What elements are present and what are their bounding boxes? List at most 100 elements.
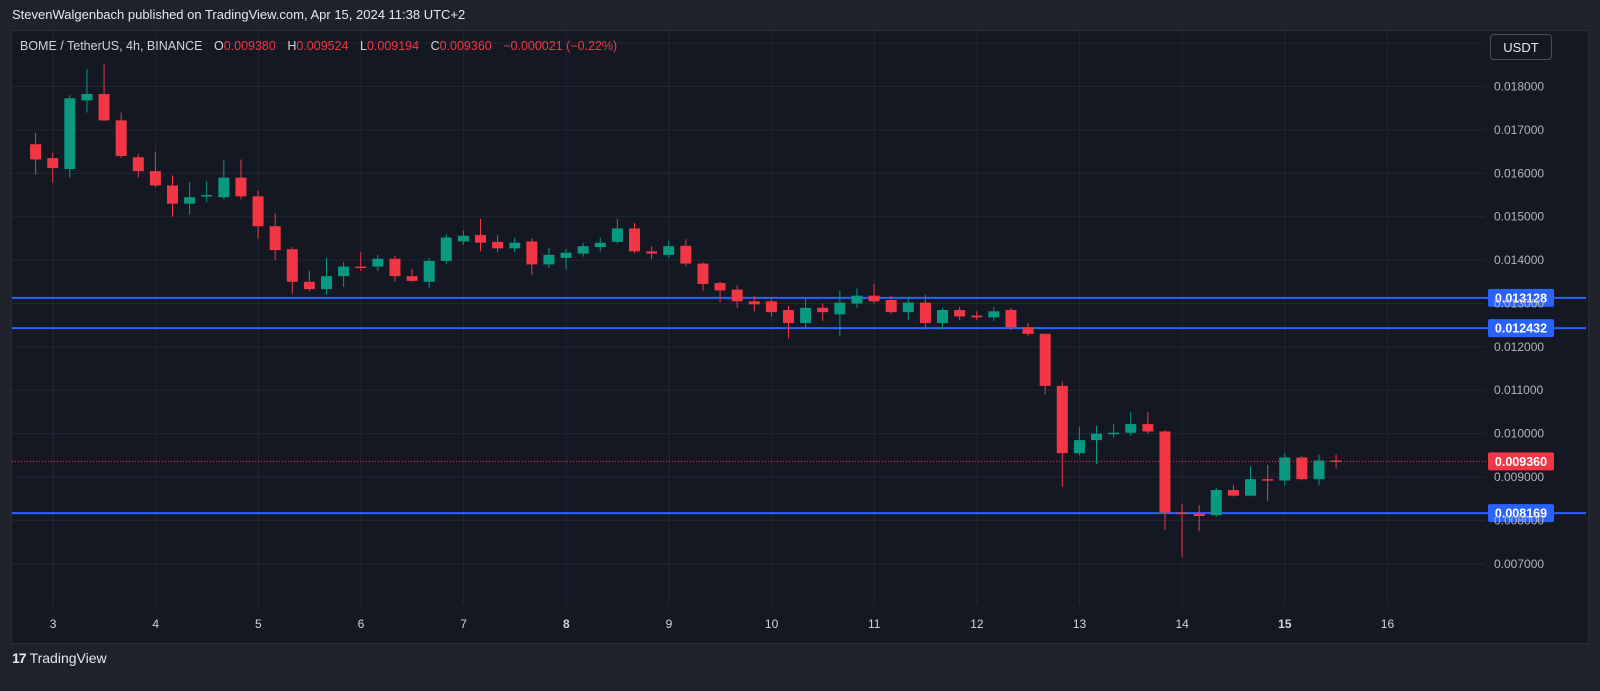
price-tick-label: 0.010000 [1494, 427, 1544, 441]
candle-body [218, 177, 230, 198]
time-tick-label: 16 [1381, 617, 1395, 631]
candle-body [594, 242, 606, 248]
candle-body [1022, 327, 1034, 334]
tradingview-brand: TradingView [29, 650, 107, 666]
high-label: H [287, 39, 297, 53]
candle-body [748, 301, 760, 305]
candle-body [851, 295, 863, 304]
candle-body [611, 228, 623, 242]
current-price-line: 0.009360 [12, 452, 1554, 471]
price-tick-label: 0.016000 [1494, 166, 1544, 180]
candle-body [492, 241, 504, 249]
level-badge [1488, 288, 1554, 307]
candle-body [954, 309, 966, 317]
time-tick-label: 7 [460, 617, 467, 631]
currency-button[interactable]: USDT [1490, 34, 1552, 60]
candle-body [663, 246, 675, 255]
level-badge-label: 0.008169 [1495, 507, 1547, 521]
candle-body [1262, 479, 1274, 481]
candle-body [800, 307, 812, 323]
time-tick-label: 14 [1176, 617, 1190, 631]
candle-body [971, 315, 983, 318]
time-tick-label: 4 [152, 617, 159, 631]
candle-body [834, 302, 846, 315]
candle-body [885, 299, 897, 313]
candle-body [457, 235, 469, 242]
price-tick-label: 0.017000 [1494, 123, 1544, 137]
candle-body [919, 302, 931, 323]
low-label: L [359, 39, 367, 53]
change-value: −0.000021 (−0.22%) [503, 39, 618, 53]
candle-body [988, 311, 1000, 318]
candle-body [269, 226, 281, 251]
candle-body [1073, 440, 1085, 454]
price-tick-label: 0.018000 [1494, 80, 1544, 94]
candle-body [132, 157, 144, 172]
candle-body [868, 295, 880, 302]
price-tick-label: 0.013000 [1494, 296, 1544, 310]
time-tick-label: 12 [970, 617, 984, 631]
candle-body [81, 93, 93, 101]
level-badge-label: 0.013128 [1495, 291, 1547, 305]
tradingview-logo[interactable]: 17 TradingView [12, 650, 107, 666]
symbol-legend: BOME / TetherUS, 4h, BINANCE O0.009380 H… [20, 39, 617, 53]
candle-body [1091, 433, 1103, 441]
candle-body [1245, 479, 1257, 496]
current-price-label: 0.009360 [1495, 455, 1547, 469]
candle-body [406, 276, 418, 281]
level-badge-label: 0.012432 [1495, 322, 1547, 336]
open-value: 0.009380 [223, 39, 276, 53]
candle-body [321, 276, 333, 290]
price-axis[interactable]: 0.0190000.0180000.0170000.0160000.015000… [1494, 36, 1544, 571]
time-tick-label: 8 [563, 617, 570, 631]
candle-body [389, 258, 401, 277]
candle-body [98, 93, 110, 121]
candle-body [355, 266, 367, 269]
candle-body [201, 195, 213, 197]
candle-body [1176, 512, 1188, 515]
candle-body [646, 251, 658, 254]
time-tick-label: 3 [50, 617, 57, 631]
time-tick-label: 6 [358, 617, 365, 631]
candle-body [1313, 460, 1325, 480]
symbol-name[interactable]: BOME / TetherUS, 4h, BINANCE [20, 39, 203, 53]
candle-body [1108, 432, 1120, 435]
candle-body [765, 301, 777, 313]
chart-pane[interactable] [11, 30, 1589, 644]
candle-body [577, 246, 589, 254]
candle-body [1125, 424, 1137, 433]
candle-body [1227, 490, 1239, 496]
time-tick-label: 13 [1073, 617, 1087, 631]
candle-body [560, 252, 572, 258]
candle-body [303, 281, 315, 290]
price-tick-label: 0.012000 [1494, 340, 1544, 354]
time-tick-label: 10 [765, 617, 779, 631]
candle-body [731, 289, 743, 302]
time-tick-label: 11 [868, 617, 881, 631]
horizontal-levels[interactable]: 0.013128 0.012432 0.008169 [12, 288, 1586, 523]
candle-body [902, 302, 914, 313]
price-tick-label: 0.011000 [1494, 383, 1543, 397]
candle-body [115, 120, 127, 156]
current-price-badge [1488, 452, 1554, 471]
low-value: 0.009194 [366, 39, 420, 53]
price-tick-label: 0.009000 [1494, 470, 1544, 484]
candle-body [1330, 460, 1342, 463]
candle-body [680, 245, 692, 264]
level-badge [1488, 504, 1554, 523]
candle-body [937, 309, 949, 323]
time-axis[interactable]: 3 4 5 6 7 8 9 10 11 12 13 14 15 16 [50, 617, 1395, 631]
candle-body [1296, 457, 1308, 480]
candle-body [1279, 457, 1291, 481]
grid-lines [12, 31, 1485, 605]
price-tick-label: 0.015000 [1494, 210, 1544, 224]
candle-body [149, 171, 161, 186]
candle-body [1193, 513, 1205, 517]
candle-body [338, 266, 350, 277]
candle-body [783, 309, 795, 323]
time-tick-label: 15 [1278, 617, 1292, 631]
candle-body [423, 260, 435, 282]
candle-body [64, 98, 76, 169]
candle-body [440, 237, 452, 261]
